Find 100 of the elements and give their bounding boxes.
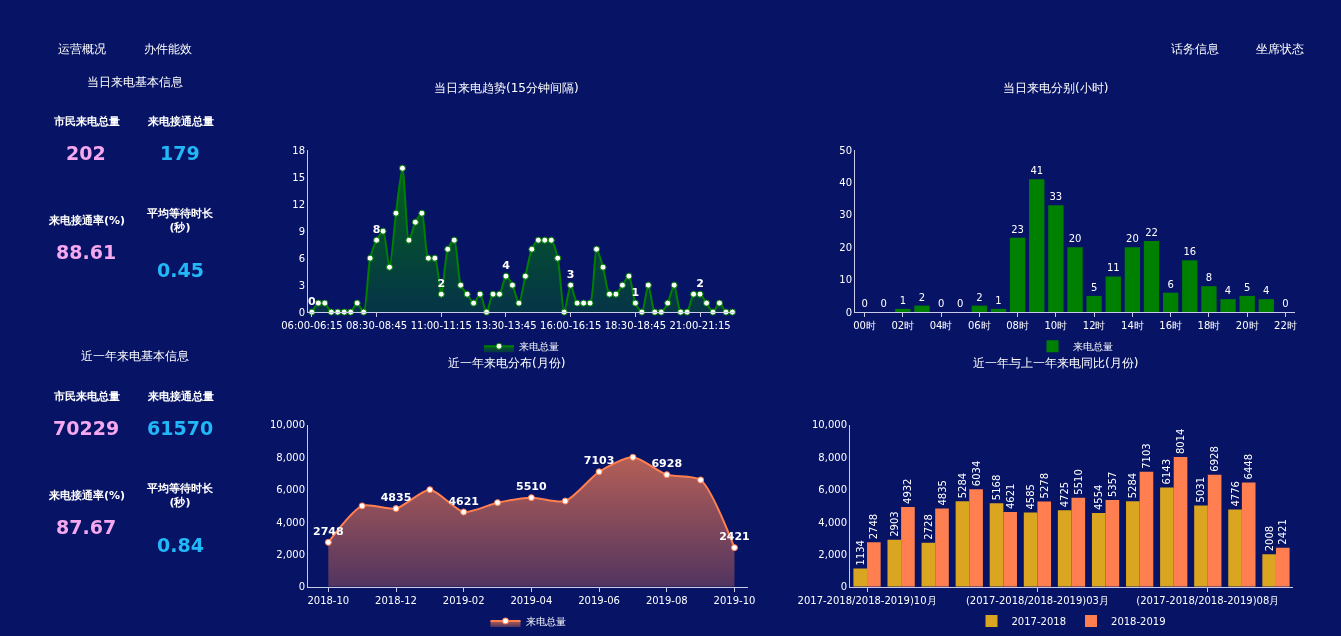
data-label: 0	[308, 294, 317, 308]
point	[663, 471, 671, 479]
data-label: 6	[1167, 278, 1174, 290]
bar	[1067, 247, 1083, 313]
bar	[1048, 205, 1064, 313]
legend-label: 来电总量	[1072, 341, 1113, 353]
data-label: 20	[1126, 233, 1139, 245]
data-label: 20	[1068, 233, 1082, 245]
y-tick-label: 0	[298, 581, 305, 593]
y-tick-label: 0	[845, 306, 852, 318]
data-label: 2	[976, 291, 983, 303]
bar	[921, 542, 936, 587]
text: 0.45	[157, 259, 204, 281]
x-tick-label: 21:00-21:15	[669, 320, 731, 332]
text: 0.84	[157, 534, 204, 556]
data-label: 4621	[1004, 483, 1016, 510]
y-tick-label: 2,000	[818, 548, 847, 560]
bar	[853, 568, 868, 587]
point	[697, 476, 705, 484]
text: 87.67	[56, 516, 117, 538]
chart-title: 当日来电趋势(15分钟间隔)	[434, 81, 579, 95]
point	[426, 486, 434, 494]
y-tick-label: 15	[292, 171, 305, 183]
data-label: 6143	[1161, 458, 1173, 485]
data-label: 5284	[1127, 472, 1139, 499]
data-label: 4932	[902, 478, 914, 504]
y-tick-label: 6,000	[818, 484, 847, 496]
bar	[1239, 295, 1255, 313]
text: 平均等待时长(秒)	[146, 482, 214, 510]
x-tick-label: 06时	[967, 320, 991, 332]
data-label: 5510	[516, 480, 548, 494]
bar	[1124, 247, 1141, 313]
bar	[1220, 299, 1236, 313]
bar	[1091, 513, 1106, 587]
bar	[1029, 179, 1045, 313]
x-tick-label: (2017-2018/2018-2019)08月	[1136, 594, 1280, 606]
y-tick-label: 12	[292, 198, 305, 210]
data-label: 4835	[936, 480, 948, 506]
y-tick-label: 8,000	[818, 451, 847, 463]
bar	[1160, 487, 1174, 587]
bar	[1143, 240, 1160, 313]
y-tick-label: 2,000	[276, 548, 305, 560]
data-label: 22	[1145, 226, 1158, 238]
point	[392, 505, 400, 513]
bar	[895, 308, 911, 313]
x-tick-label: 08时	[1006, 320, 1029, 332]
point	[460, 508, 468, 516]
data-label: 8014	[1175, 428, 1187, 455]
text: 202	[66, 142, 106, 164]
x-tick-label: 2019-06	[578, 594, 620, 606]
data-label: 4835	[380, 491, 412, 505]
data-label: 1	[899, 294, 907, 306]
point	[494, 499, 502, 507]
data-label: 1	[995, 294, 1002, 306]
data-label: 4	[1224, 285, 1232, 297]
x-tick-label: 2017-2018/2018-2019)10月	[797, 594, 937, 606]
point	[629, 453, 637, 461]
bar	[1201, 286, 1217, 313]
data-label: 7103	[1140, 443, 1152, 469]
data-label: 3	[566, 267, 575, 281]
bar	[1163, 292, 1179, 313]
bar	[990, 308, 1007, 313]
bar	[1275, 547, 1290, 587]
x-tick-label: 2018-12	[375, 594, 417, 606]
point	[595, 468, 603, 476]
x-tick-label: 2019-02	[442, 594, 485, 606]
bar	[969, 489, 983, 587]
data-label: 1134	[854, 540, 866, 566]
bar	[971, 305, 987, 313]
bar	[955, 501, 970, 587]
x-tick-label: 13:30-13:45	[475, 320, 537, 332]
chart-title: 当日来电分别(小时)	[1003, 81, 1109, 95]
bar	[1023, 512, 1038, 587]
bar	[1207, 474, 1222, 587]
bar	[1258, 299, 1274, 313]
bar	[1105, 276, 1121, 313]
bar	[1194, 505, 1208, 587]
data-label: 8	[372, 222, 381, 236]
data-label: 6928	[651, 457, 683, 471]
text: 88.61	[56, 241, 117, 263]
y-tick-label: 4,000	[818, 516, 847, 528]
y-tick-label: 6	[298, 252, 305, 264]
y-tick-label: 0	[840, 581, 847, 593]
chart-title: 近一年与上一年来电同比(月份)	[973, 356, 1139, 370]
data-label: 5510	[1072, 469, 1084, 495]
bar	[901, 506, 915, 587]
bar	[935, 508, 949, 587]
data-label: 33	[1049, 191, 1063, 203]
bar	[1182, 260, 1198, 313]
text: 运营概况	[58, 42, 106, 56]
data-label: 5	[1090, 281, 1098, 293]
point	[358, 502, 366, 510]
bar	[1057, 510, 1072, 587]
x-tick-label: 2019-04	[510, 594, 553, 606]
bar	[1126, 501, 1140, 587]
bar	[887, 539, 902, 587]
bar	[1262, 554, 1276, 587]
data-label: 4	[502, 258, 511, 272]
data-label: 2008	[1263, 525, 1275, 552]
y-tick-label: 3	[298, 279, 305, 291]
